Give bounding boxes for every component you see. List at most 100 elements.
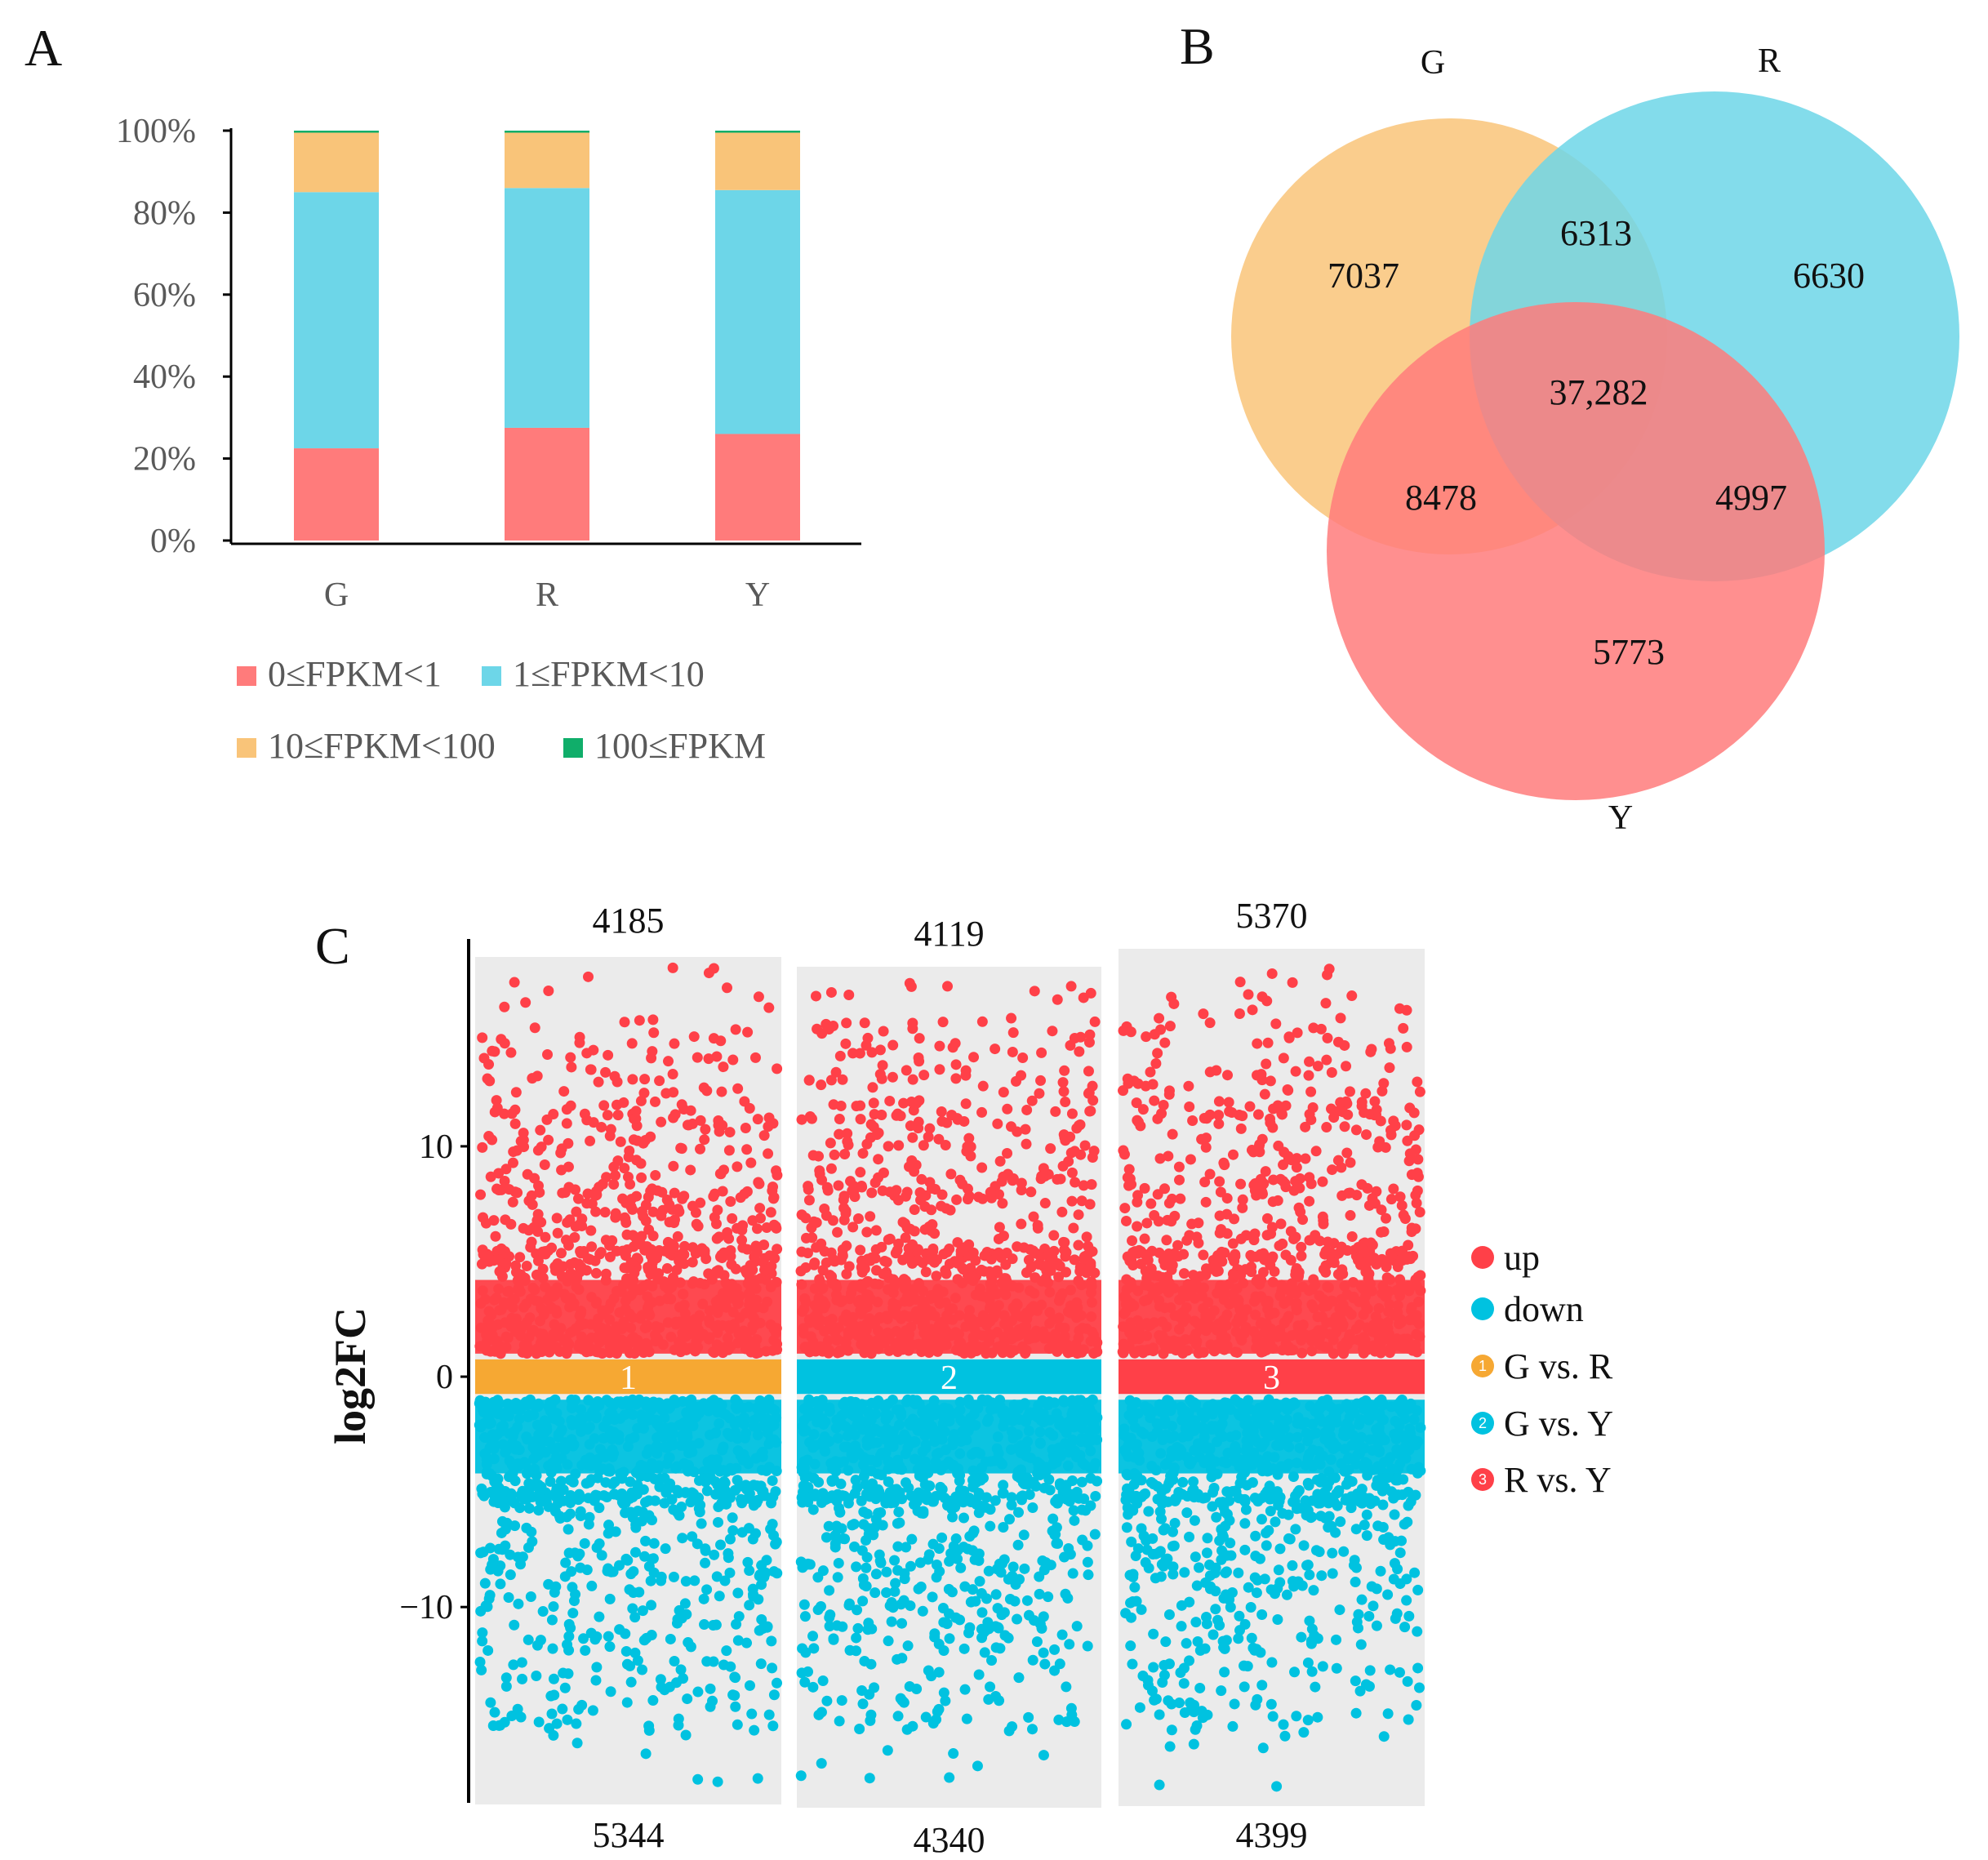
point-up: [612, 1076, 623, 1088]
point-up: [1318, 1218, 1329, 1230]
point-down: [685, 1497, 696, 1508]
point-down: [1287, 1560, 1298, 1571]
point-up: [834, 1128, 845, 1140]
point-up: [687, 1257, 698, 1268]
point-up: [857, 1148, 869, 1159]
point-up: [1401, 1041, 1412, 1052]
point-down: [733, 1611, 745, 1622]
y-tick-label: 20%: [133, 441, 196, 478]
panel-label-a: A: [24, 19, 62, 77]
point-up: [1139, 1182, 1150, 1194]
point-down: [748, 1591, 759, 1602]
point-down: [677, 1533, 688, 1544]
point-up: [1025, 1186, 1037, 1198]
point-up: [1265, 1228, 1277, 1239]
point-up: [1224, 1106, 1235, 1117]
point-up: [638, 1088, 650, 1099]
point-down: [709, 1476, 721, 1488]
point-down: [970, 1595, 981, 1607]
venn-circle-y: [1327, 302, 1825, 800]
point-up: [905, 1255, 917, 1266]
point-down: [985, 1520, 996, 1532]
point-up: [1139, 1233, 1150, 1244]
point-up: [1310, 1146, 1322, 1157]
point-down: [656, 1681, 667, 1693]
point-up: [842, 1128, 853, 1139]
point-up: [627, 1074, 638, 1085]
point-up: [796, 1114, 807, 1125]
point-up: [571, 1206, 582, 1217]
point-up: [1262, 1037, 1274, 1048]
point-down: [761, 1555, 772, 1566]
bar-g-series-3: [294, 132, 379, 193]
point-up-dense-core: [475, 1279, 781, 1354]
point-down: [1027, 1654, 1038, 1666]
point-up: [1066, 1167, 1078, 1178]
point-up: [934, 1064, 945, 1075]
point-up: [950, 1073, 962, 1084]
bar-g-series-2: [294, 192, 379, 449]
point-up: [515, 1136, 527, 1147]
point-up: [478, 1248, 489, 1260]
point-down: [958, 1542, 969, 1553]
point-up: [491, 1245, 503, 1257]
point-up: [654, 1075, 665, 1087]
point-up: [1243, 989, 1254, 1000]
point-down: [594, 1538, 605, 1550]
point-up: [884, 1095, 896, 1106]
point-up: [626, 1038, 638, 1049]
point-up: [944, 1258, 955, 1270]
point-down: [1067, 1568, 1079, 1579]
point-up: [958, 1264, 969, 1275]
point-up: [1057, 1160, 1069, 1172]
point-up: [581, 1115, 593, 1126]
point-up: [532, 1255, 544, 1266]
point-up: [1048, 1230, 1060, 1241]
point-up: [918, 1070, 930, 1081]
point-down: [477, 1627, 488, 1639]
point-down: [730, 1672, 741, 1684]
point-down: [1014, 1573, 1025, 1585]
point-up: [839, 1149, 851, 1160]
point-up: [1359, 1247, 1371, 1258]
point-up: [838, 1202, 850, 1213]
point-down: [893, 1506, 905, 1518]
point-up: [1273, 1140, 1284, 1151]
point-down: [927, 1496, 939, 1507]
point-up: [1401, 1119, 1412, 1131]
point-up: [976, 1193, 988, 1204]
point-up: [1007, 1046, 1018, 1057]
point-up: [883, 1234, 894, 1245]
point-down: [484, 1590, 496, 1601]
point-up: [723, 1145, 735, 1156]
point-up: [1152, 1189, 1163, 1200]
point-up: [647, 1183, 658, 1195]
point-down: [537, 1606, 549, 1617]
point-up: [1002, 1103, 1013, 1115]
point-up: [561, 1104, 572, 1115]
point-up: [667, 962, 678, 973]
point-up: [898, 1097, 909, 1109]
point-down: [990, 1495, 1001, 1506]
point-up: [674, 1206, 685, 1217]
point-down: [959, 1684, 971, 1695]
point-up: [1050, 1106, 1061, 1117]
point-down: [918, 1506, 929, 1517]
point-down: [485, 1697, 496, 1708]
point-up: [870, 1225, 882, 1236]
point-up: [941, 1247, 953, 1258]
point-up: [669, 1187, 680, 1199]
point-up: [994, 1221, 1005, 1233]
venn-region-value: 5773: [1593, 632, 1665, 672]
point-up: [710, 1218, 722, 1230]
point-down: [938, 1687, 950, 1698]
point-up: [585, 1225, 597, 1236]
point-up: [509, 1118, 521, 1129]
point-up: [1361, 1129, 1372, 1141]
point-up: [716, 1086, 727, 1097]
point-up: [1408, 1107, 1420, 1119]
point-up: [548, 1109, 559, 1120]
point-down: [721, 1498, 732, 1510]
point-up: [688, 1031, 700, 1043]
point-up: [570, 1221, 581, 1232]
